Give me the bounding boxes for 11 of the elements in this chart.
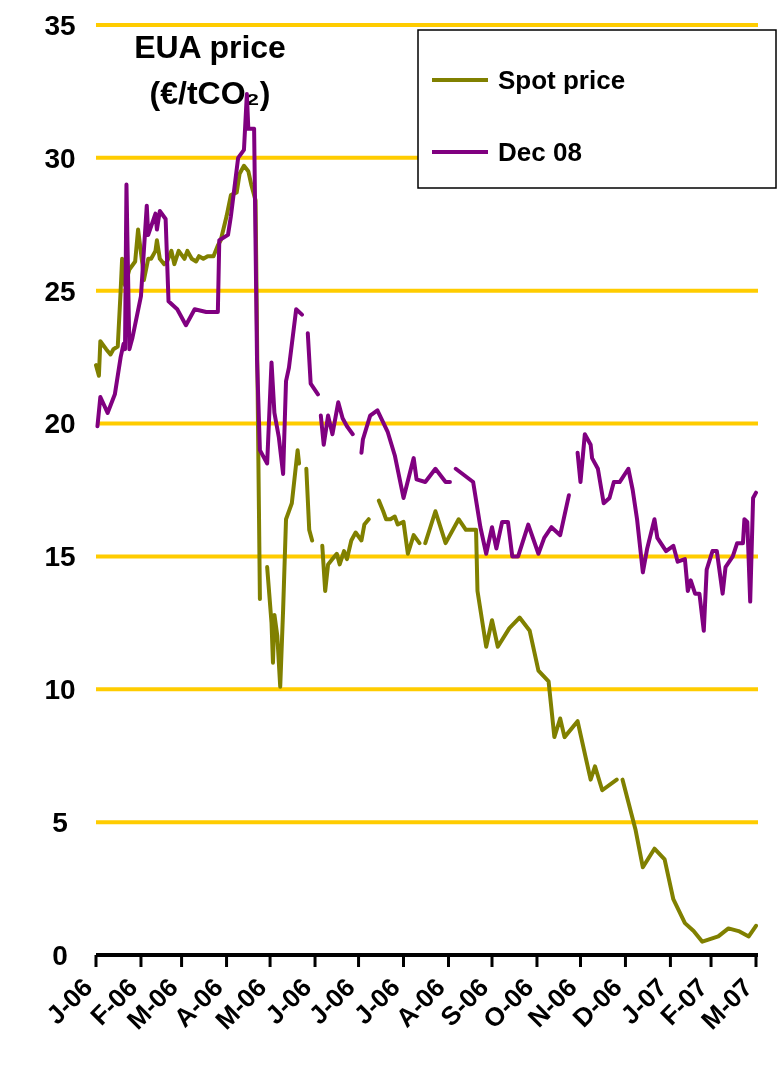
text: EUA price (€/tCO₂) [134, 29, 286, 111]
y-tick-label: 20 [44, 408, 76, 440]
y-tick-label: 25 [44, 275, 76, 307]
legend-label: Dec 08 [498, 137, 582, 168]
y-tick-label: 30 [44, 142, 76, 174]
legend-label: Spot price [498, 65, 626, 96]
y-tick-label: 0 [52, 939, 68, 971]
y-tick-label: 5 [52, 806, 68, 838]
y-tick-label: 35 [44, 9, 76, 41]
y-tick-label: 10 [44, 674, 76, 706]
y-tick-label: 15 [44, 541, 76, 573]
